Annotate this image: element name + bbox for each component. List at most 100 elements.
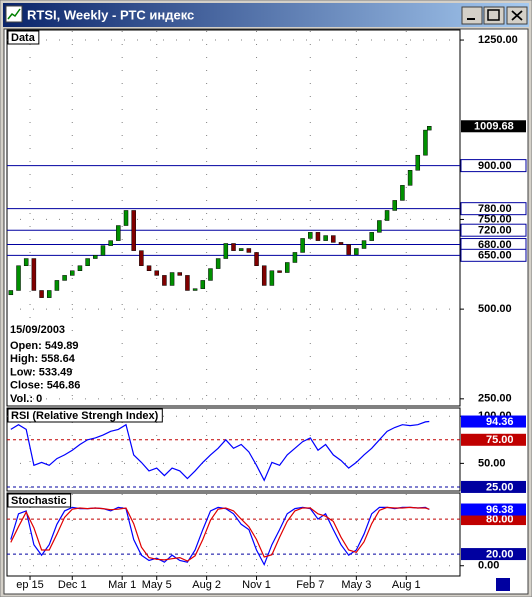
- candle: [169, 272, 175, 286]
- candle: [384, 210, 390, 221]
- info-field-label: Low:: [10, 366, 36, 378]
- level-box: [460, 248, 527, 262]
- level-box: [460, 223, 527, 237]
- level-label: 720.00: [478, 225, 512, 237]
- candle: [427, 126, 432, 131]
- candle: [292, 252, 298, 263]
- candle: [123, 210, 129, 226]
- info-field-label: Open:: [10, 340, 42, 352]
- stochastic-pane: [6, 492, 461, 577]
- candle: [131, 210, 136, 251]
- candle: [323, 235, 328, 241]
- level-label: 650.00: [478, 250, 512, 262]
- candle: [8, 290, 14, 296]
- close-button[interactable]: [506, 6, 528, 25]
- level-box: [460, 159, 527, 173]
- candle: [269, 270, 275, 286]
- candle: [39, 290, 44, 298]
- info-field: Vol.: 0: [10, 393, 42, 405]
- maximize-button[interactable]: [483, 6, 505, 25]
- candle: [139, 250, 144, 266]
- info-field-value: 546.86: [47, 380, 81, 392]
- candle: [400, 185, 405, 201]
- title-bar: [3, 3, 529, 27]
- candle: [231, 243, 236, 251]
- chart-area: [3, 28, 529, 595]
- pane-title: Data: [11, 32, 36, 44]
- price-pane: [6, 29, 461, 407]
- candle: [192, 288, 198, 291]
- info-field-label: High:: [10, 353, 38, 365]
- candle: [108, 240, 113, 246]
- candle: [392, 200, 397, 211]
- candle: [277, 270, 282, 273]
- candle: [85, 258, 90, 266]
- info-field-value: 549.89: [45, 340, 79, 352]
- candle: [315, 232, 321, 241]
- x-tick-label: Aug 1: [392, 579, 421, 591]
- corner-icon[interactable]: [496, 578, 510, 591]
- candle: [77, 265, 83, 271]
- last-value-box: [461, 503, 526, 516]
- last-value-box: [461, 415, 526, 428]
- x-tick-label: Nov 1: [242, 579, 271, 591]
- candle: [354, 248, 359, 255]
- candle: [16, 265, 21, 291]
- candle: [100, 245, 106, 256]
- last-value-label: 96.38: [486, 504, 514, 516]
- candle: [46, 290, 52, 298]
- series-line: [10, 420, 430, 482]
- candle: [284, 262, 290, 273]
- candle: [215, 258, 221, 269]
- candle: [162, 275, 167, 286]
- candle: [54, 280, 60, 291]
- candle: [423, 129, 428, 156]
- pane-title-box: [7, 493, 72, 508]
- last-value-label: 1009.68: [474, 121, 514, 133]
- pane-title-box: [7, 30, 40, 45]
- pane-title: RSI (Relative Strengh Index): [11, 410, 159, 422]
- level-box: [461, 513, 526, 526]
- candle: [70, 270, 75, 276]
- candle: [62, 275, 67, 281]
- candle: [407, 170, 413, 186]
- candle: [377, 220, 382, 233]
- rsi-pane: [6, 407, 461, 492]
- y-tick-label: 0.00: [478, 560, 499, 572]
- info-field-value: 533.49: [39, 366, 73, 378]
- candle: [300, 238, 305, 253]
- candle: [369, 232, 374, 241]
- minimize-button[interactable]: [461, 6, 483, 25]
- candle: [331, 235, 336, 243]
- candle: [238, 248, 244, 251]
- info-field-value: 0: [36, 393, 42, 405]
- last-value-box: [461, 120, 526, 133]
- level-label: 75.00: [486, 434, 514, 446]
- x-tick-label: ep 15: [16, 579, 44, 591]
- candle: [146, 265, 152, 271]
- level-box: [461, 480, 526, 493]
- info-field: Close: 546.86: [10, 380, 80, 392]
- info-field: Low: 533.49: [10, 366, 72, 378]
- level-label: 25.00: [486, 481, 514, 493]
- candle: [338, 242, 344, 245]
- level-label: 80.00: [486, 513, 514, 525]
- candle: [200, 280, 206, 289]
- app-icon-glyph: [7, 8, 21, 20]
- candle: [154, 270, 159, 276]
- level-label: 900.00: [478, 160, 512, 172]
- y-tick-label: 50.00: [478, 457, 506, 469]
- candle: [415, 154, 421, 171]
- info-date: 15/09/2003: [10, 324, 65, 336]
- app-icon: [5, 5, 23, 23]
- level-label: 680.00: [478, 239, 512, 251]
- candle: [246, 248, 252, 253]
- window-title: RTSI, Weekly - РТС индекс: [27, 7, 194, 22]
- y-tick-label: 1250.00: [478, 34, 518, 46]
- level-box: [461, 548, 526, 561]
- level-label: 780.00: [478, 203, 512, 215]
- info-field-label: Close:: [10, 380, 44, 392]
- candle: [93, 255, 98, 259]
